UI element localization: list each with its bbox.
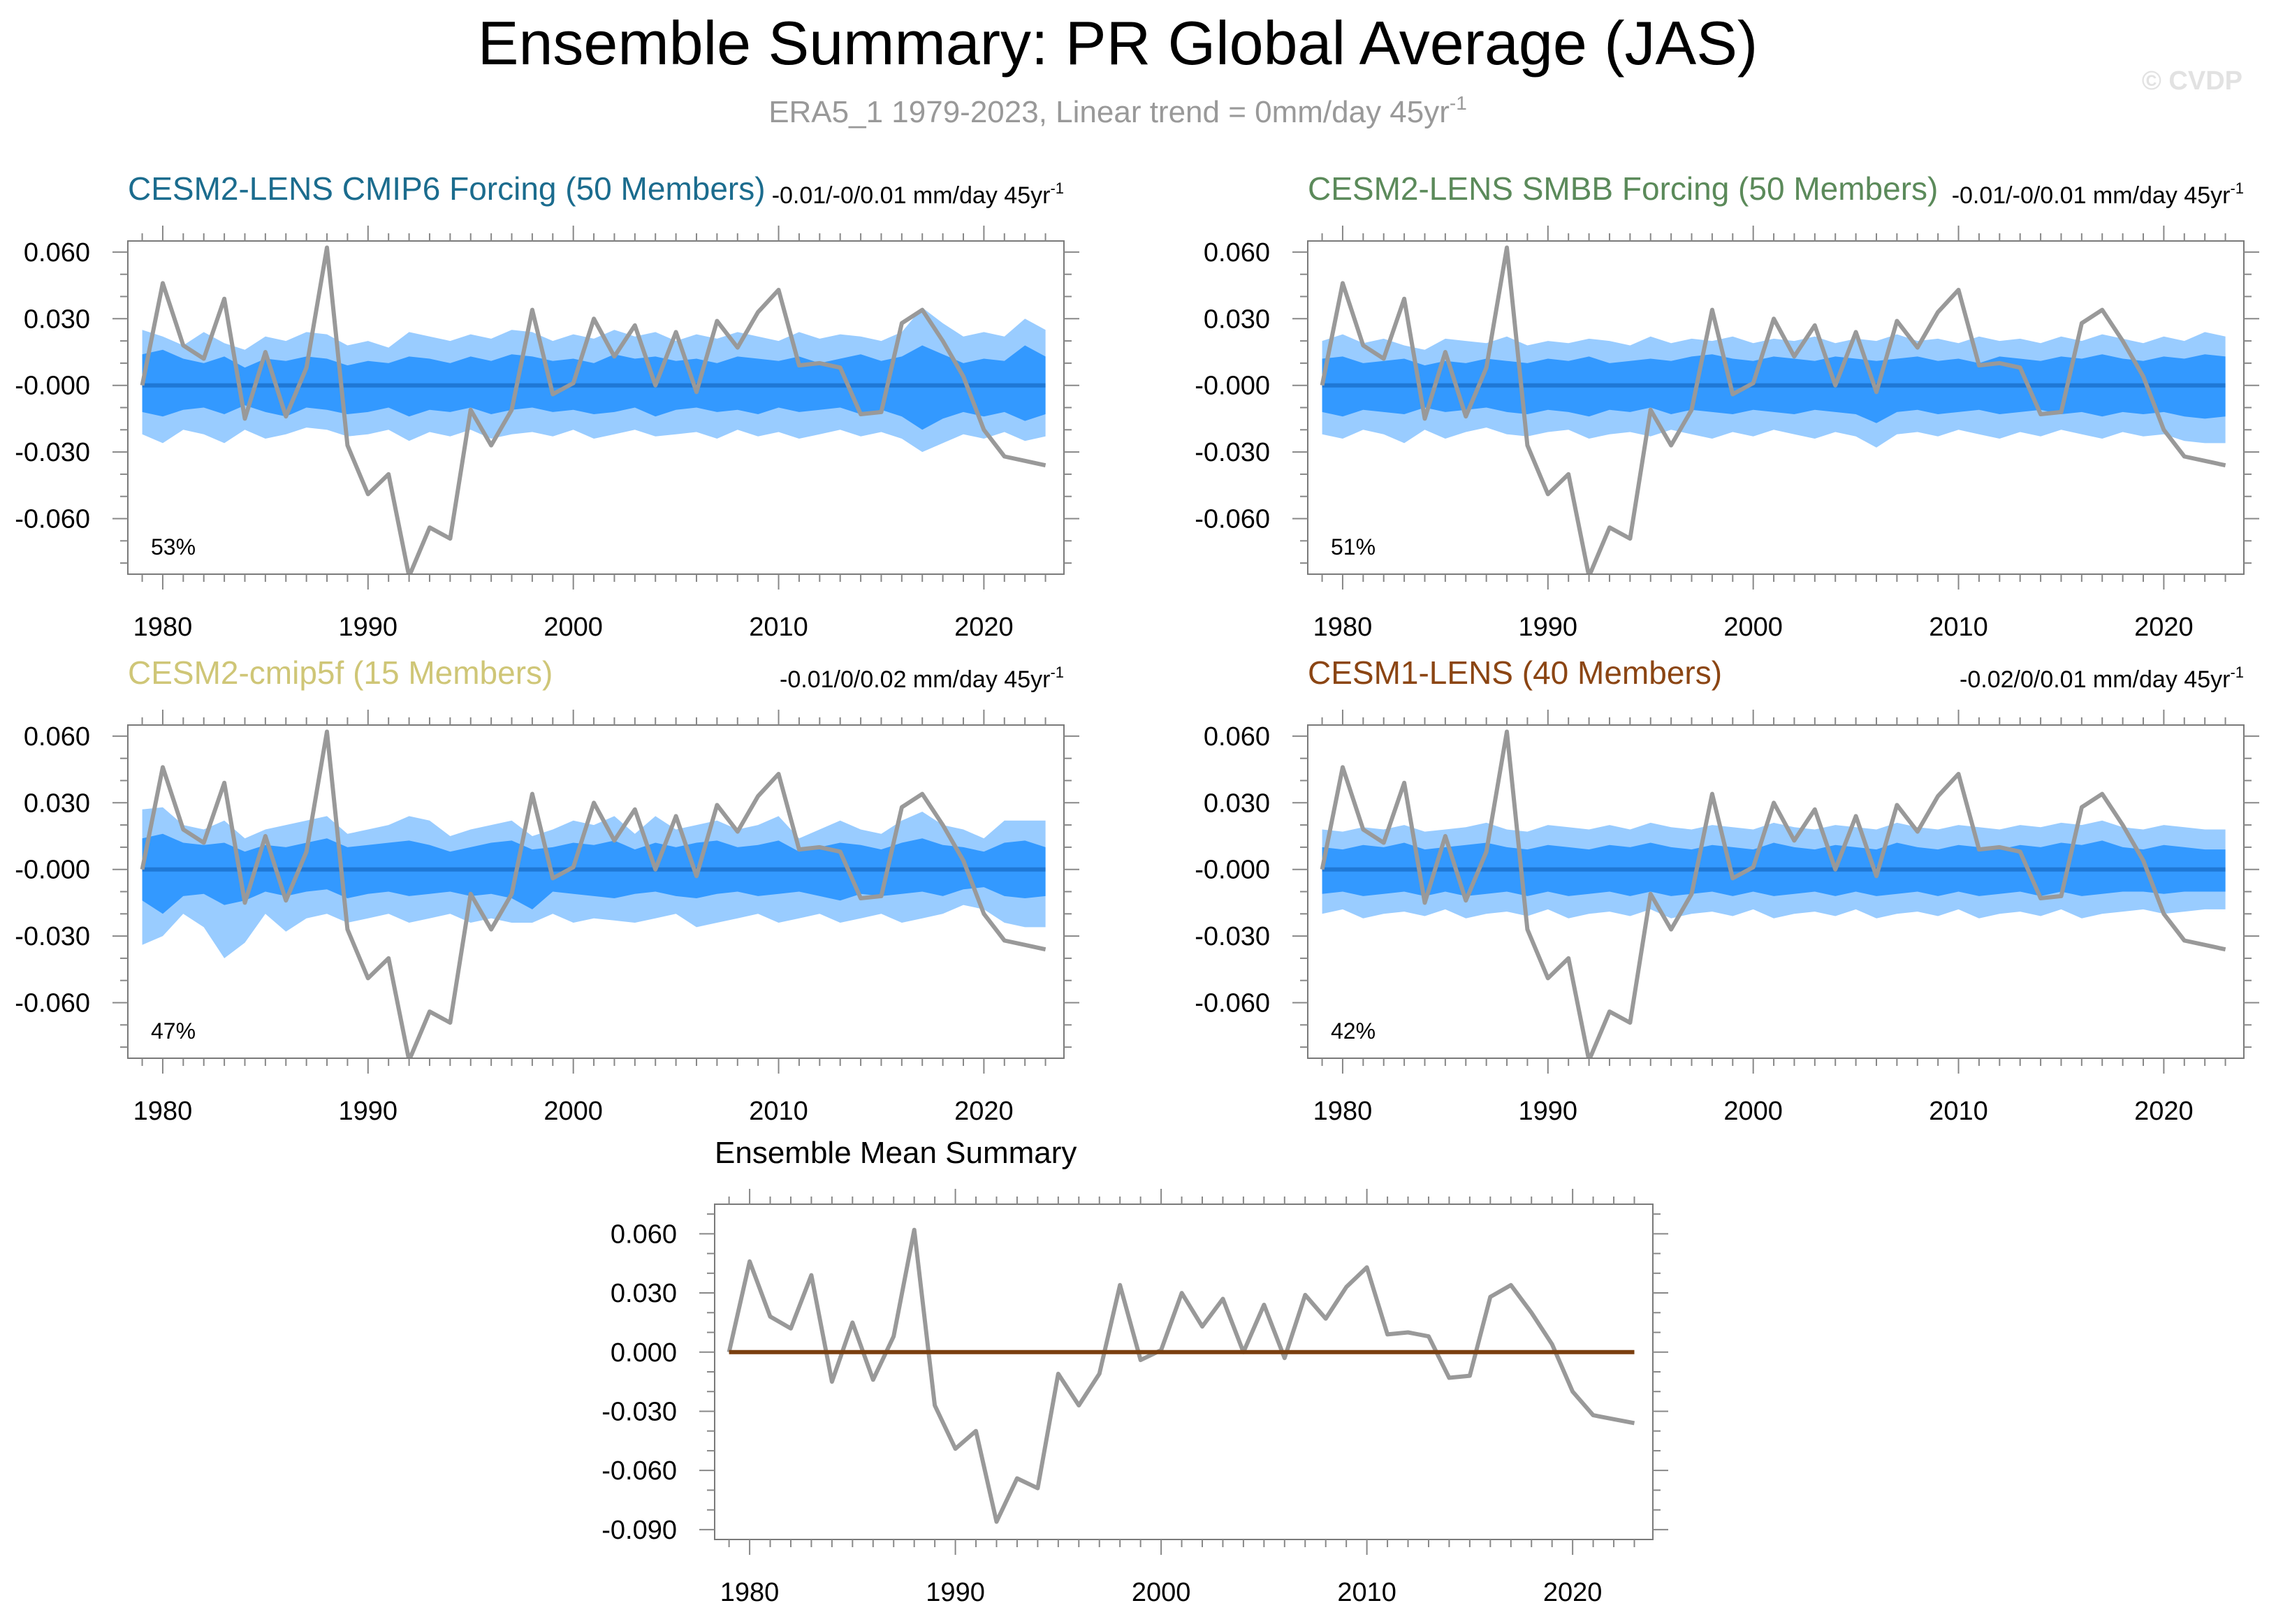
chart-panel-cesm1-lens: 0.060 0.030 -0.000 -0.030 -0.060 1980 1990 2000… [1195, 654, 2259, 1126]
page-subtitle: ERA5_1 1979-2023, Linear trend = 0mm/day… [768, 92, 1467, 129]
subtitle-text: ERA5_1 1979-2023, Linear trend = 0mm/day… [768, 95, 1450, 129]
y-tick-label: 0.030 [1204, 789, 1270, 818]
y-tick-label: 0.000 [611, 1338, 677, 1368]
y-tick-label: -0.000 [1195, 856, 1270, 885]
observations-line [140, 729, 1046, 1058]
y-tick-label: -0.060 [15, 989, 90, 1018]
panel-title: CESM2-cmip5f (15 Members) [128, 654, 553, 691]
y-tick-label: 0.030 [24, 305, 90, 334]
observations-line [1320, 245, 2226, 574]
x-tick-label: 2010 [1929, 1097, 1988, 1126]
y-tick-label: 0.060 [24, 238, 90, 268]
x-tick-label: 2000 [1132, 1578, 1191, 1607]
x-tick-label: 2020 [2134, 613, 2194, 642]
x-tick-label: 1980 [720, 1578, 780, 1607]
y-tick-label: -0.030 [15, 438, 90, 467]
y-tick-label: 0.060 [24, 722, 90, 752]
y-tick-label: -0.060 [601, 1456, 677, 1486]
observations-line [140, 245, 1046, 574]
y-tick-label: -0.090 [601, 1516, 677, 1545]
x-tick-label: 2010 [1337, 1578, 1396, 1607]
y-tick-label: 0.030 [1204, 305, 1270, 334]
trend-superscript: -1 [1050, 664, 1064, 681]
x-tick-label: 2010 [1929, 613, 1988, 642]
x-tick-label: 1990 [339, 1097, 398, 1126]
trend-value: -0.01/0/0.02 mm/day 45yr [780, 666, 1050, 693]
x-tick-label: 2010 [749, 1097, 808, 1126]
y-tick-label: -0.000 [1195, 372, 1270, 401]
x-tick-label: 2020 [954, 1097, 1014, 1126]
page-title: Ensemble Summary: PR Global Average (JAS… [478, 8, 1758, 78]
y-tick-label: -0.060 [1195, 989, 1270, 1018]
trend-text: -0.01/0/0.02 mm/day 45yr-1 [780, 664, 1064, 693]
x-tick-label: 2000 [544, 613, 603, 642]
plot-area [1320, 245, 2226, 574]
y-tick-label: 0.060 [1204, 238, 1270, 268]
trend-text: -0.01/-0/0.01 mm/day 45yr-1 [1952, 180, 2244, 209]
x-tick-label: 1990 [1519, 1097, 1578, 1126]
y-tick-label: -0.060 [15, 505, 90, 534]
x-tick-label: 1990 [1519, 613, 1578, 642]
x-tick-label: 2000 [1723, 613, 1783, 642]
plot-area [140, 245, 1046, 574]
trend-superscript: -1 [1050, 180, 1064, 197]
chart-panel-cesm2-lens-smbb: 0.060 0.030 -0.000 -0.030 -0.060 1980 1990 2000… [1195, 170, 2259, 642]
chart-panel-cesm2-lens-cmip6: 0.060 0.030 -0.000 -0.030 -0.060 1980 1990 2000… [15, 170, 1079, 642]
chart-panel-ensemble-mean-summary: 0.060 0.030 0.000 -0.030 -0.060 -0.090 1980 199… [601, 1136, 1668, 1607]
y-tick-label: -0.030 [1195, 438, 1270, 467]
y-tick-label: -0.060 [1195, 505, 1270, 534]
x-tick-label: 1980 [133, 1097, 193, 1126]
y-tick-label: -0.030 [15, 922, 90, 951]
ensemble-spread-inner [142, 345, 1046, 430]
x-tick-label: 1980 [1313, 613, 1373, 642]
panel-title: CESM2-LENS CMIP6 Forcing (50 Members) [128, 170, 766, 207]
x-tick-label: 2010 [749, 613, 808, 642]
plot-area [140, 729, 1046, 1058]
x-tick-label: 1980 [133, 613, 193, 642]
y-tick-label: -0.030 [601, 1397, 677, 1426]
panel-title: CESM1-LENS (40 Members) [1308, 654, 1722, 691]
plot-area [727, 1227, 1635, 1524]
subtitle-superscript: -1 [1450, 92, 1467, 114]
panels-container: 0.060 0.030 -0.000 -0.030 -0.060 1980 1990 2000… [15, 170, 2259, 1607]
y-tick-label: 0.030 [24, 789, 90, 818]
percent-label: 53% [151, 534, 196, 559]
trend-text: -0.01/-0/0.01 mm/day 45yr-1 [772, 180, 1064, 209]
observations-line [727, 1227, 1635, 1524]
x-tick-label: 1990 [339, 613, 398, 642]
trend-superscript: -1 [2230, 180, 2244, 197]
x-tick-label: 1980 [1313, 1097, 1373, 1126]
x-tick-label: 2020 [2134, 1097, 2194, 1126]
y-tick-label: 0.060 [611, 1220, 677, 1249]
x-tick-label: 1990 [926, 1578, 985, 1607]
y-tick-label: -0.030 [1195, 922, 1270, 951]
cvdp-watermark: © CVDP [2142, 66, 2242, 96]
percent-label: 47% [151, 1018, 196, 1044]
x-tick-label: 2000 [544, 1097, 603, 1126]
panel-title: Ensemble Mean Summary [715, 1136, 1077, 1170]
x-tick-label: 2000 [1723, 1097, 1783, 1126]
trend-value: -0.02/0/0.01 mm/day 45yr [1960, 666, 2230, 693]
ensemble-spread-inner [1322, 354, 2226, 423]
x-tick-label: 2020 [1543, 1578, 1603, 1607]
plot-area [1320, 729, 2226, 1058]
plot-frame [714, 1204, 1654, 1540]
trend-text: -0.02/0/0.01 mm/day 45yr-1 [1960, 664, 2244, 693]
percent-label: 42% [1331, 1018, 1376, 1044]
x-tick-label: 2020 [954, 613, 1014, 642]
ensemble-spread-inner [142, 833, 1046, 914]
trend-value: -0.01/-0/0.01 mm/day 45yr [1952, 182, 2231, 209]
trend-value: -0.01/-0/0.01 mm/day 45yr [772, 182, 1051, 209]
y-tick-label: -0.000 [15, 856, 90, 885]
percent-label: 51% [1331, 534, 1376, 559]
chart-panel-cesm2-cmip5f: 0.060 0.030 -0.000 -0.030 -0.060 1980 1990 2000… [15, 654, 1079, 1126]
observations-line [1320, 729, 2226, 1058]
y-tick-label: 0.030 [611, 1279, 677, 1308]
panel-title: CESM2-LENS SMBB Forcing (50 Members) [1308, 170, 1938, 207]
y-tick-label: 0.060 [1204, 722, 1270, 752]
trend-superscript: -1 [2230, 664, 2244, 681]
y-tick-label: -0.000 [15, 372, 90, 401]
